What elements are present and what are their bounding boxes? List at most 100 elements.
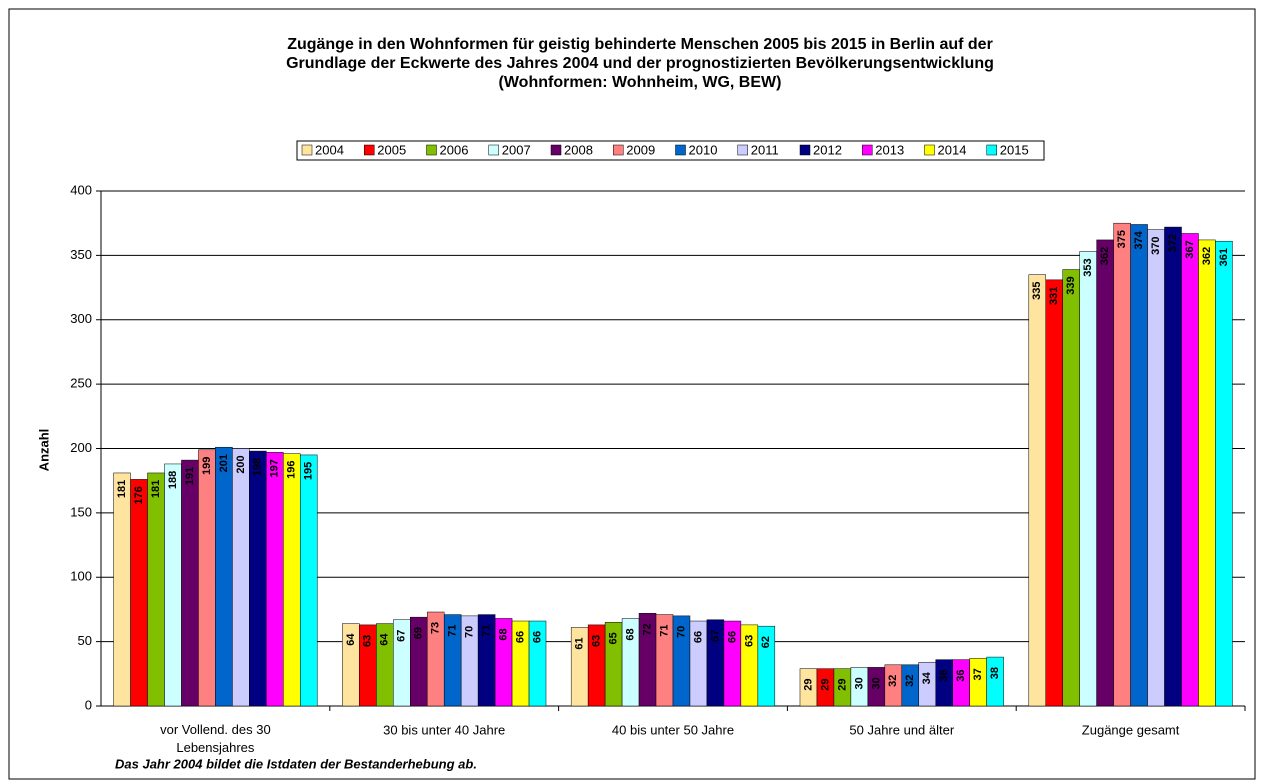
value-label: 61 [574,637,586,649]
bar [198,449,216,707]
bar [1215,240,1233,707]
value-label: 37 [972,668,984,680]
value-label: 38 [989,667,1001,679]
bar [1164,226,1182,707]
value-label: 196 [286,460,298,478]
y-tick-label: 50 [78,633,92,648]
value-label: 353 [1082,258,1094,276]
value-label: 71 [447,624,459,636]
value-label: 30 [853,677,865,689]
value-label: 331 [1048,287,1060,305]
legend-label: 2010 [689,142,718,157]
value-label: 71 [658,624,670,636]
bar [283,453,301,707]
legend-swatch [301,144,313,156]
bar [1062,269,1080,707]
value-label: 70 [675,626,687,638]
value-label: 36 [955,670,967,682]
value-label: 67 [396,630,408,642]
bar [266,452,284,707]
y-tick-label: 400 [70,182,92,197]
legend-swatch [426,144,437,156]
chart-title: Grundlage der Eckwerte des Jahres 2004 u… [286,55,994,72]
value-label: 200 [235,455,247,473]
value-label: 63 [591,635,603,647]
value-label: 374 [1133,230,1145,249]
legend-swatch [986,144,997,156]
value-label: 34 [921,671,933,684]
legend-label: 2011 [751,142,779,157]
value-label: 197 [269,459,281,477]
chart-title: Zugänge in den Wohnformen für geistig be… [287,36,993,53]
value-label: 62 [760,636,772,648]
x-tick-label: Zugänge gesamt [1082,722,1180,737]
legend-label: 2009 [626,142,655,157]
bar [232,448,250,707]
value-label: 64 [379,633,391,646]
legend-swatch [550,144,562,156]
legend-label: 2015 [1000,142,1029,157]
value-label: 176 [133,486,145,504]
value-label: 63 [743,635,755,647]
value-label: 181 [150,480,162,498]
legend-swatch [613,144,624,156]
legend-swatch [737,144,748,156]
note: Das Jahr 2004 bildet die Istdaten der Be… [115,756,477,771]
value-label: 66 [726,631,738,643]
value-label: 362 [1099,247,1111,265]
value-label: 29 [802,679,814,691]
bar [1079,251,1097,707]
bar [1181,233,1199,707]
value-label: 199 [201,457,213,475]
value-label: 66 [514,631,526,643]
value-label: 68 [497,628,509,640]
value-label: 70 [464,626,476,638]
value-label: 375 [1116,230,1128,248]
value-label: 66 [692,631,704,643]
bar [1147,229,1165,707]
value-label: 63 [362,635,374,647]
legend-label: 2005 [377,142,406,157]
bar [130,479,148,707]
legend-label: 2006 [440,142,469,157]
bar [986,656,1004,707]
legend-swatch [488,144,499,156]
x-tick-label: 40 bis unter 50 Jahre [612,722,734,737]
value-label: 191 [184,467,196,485]
value-label: 367 [1184,240,1196,258]
y-axis-label: Anzahl [36,429,51,472]
y-tick-label: 150 [70,504,92,519]
bar [1045,279,1063,707]
value-label: 69 [413,627,425,639]
value-label: 32 [904,675,916,687]
bar [528,620,547,707]
value-label: 66 [531,631,543,643]
value-label: 361 [1218,248,1230,266]
bar [1198,239,1216,707]
legend-swatch [364,144,375,156]
legend-label: 2012 [813,142,842,157]
bar [757,625,776,707]
value-label: 64 [345,633,357,646]
value-label: 370 [1150,236,1162,254]
legend-swatch [799,144,811,156]
value-label: 339 [1065,276,1077,294]
legend-label: 2004 [315,142,344,157]
y-tick-label: 350 [70,247,92,262]
legend-label: 2007 [502,142,531,157]
value-label: 32 [887,675,899,687]
legend-label: 2014 [938,142,967,157]
value-label: 181 [116,480,128,498]
value-label: 30 [870,677,882,689]
value-label: 36 [938,670,950,682]
legend-label: 2013 [875,142,904,157]
chart-title: (Wohnformen: Wohnheim, WG, BEW) [499,74,782,91]
bar [952,659,970,707]
bar [164,463,182,707]
y-tick-label: 0 [85,697,92,712]
legend-swatch [675,144,686,156]
value-label: 71 [481,624,493,636]
bar [1028,274,1047,707]
bar [969,658,987,707]
